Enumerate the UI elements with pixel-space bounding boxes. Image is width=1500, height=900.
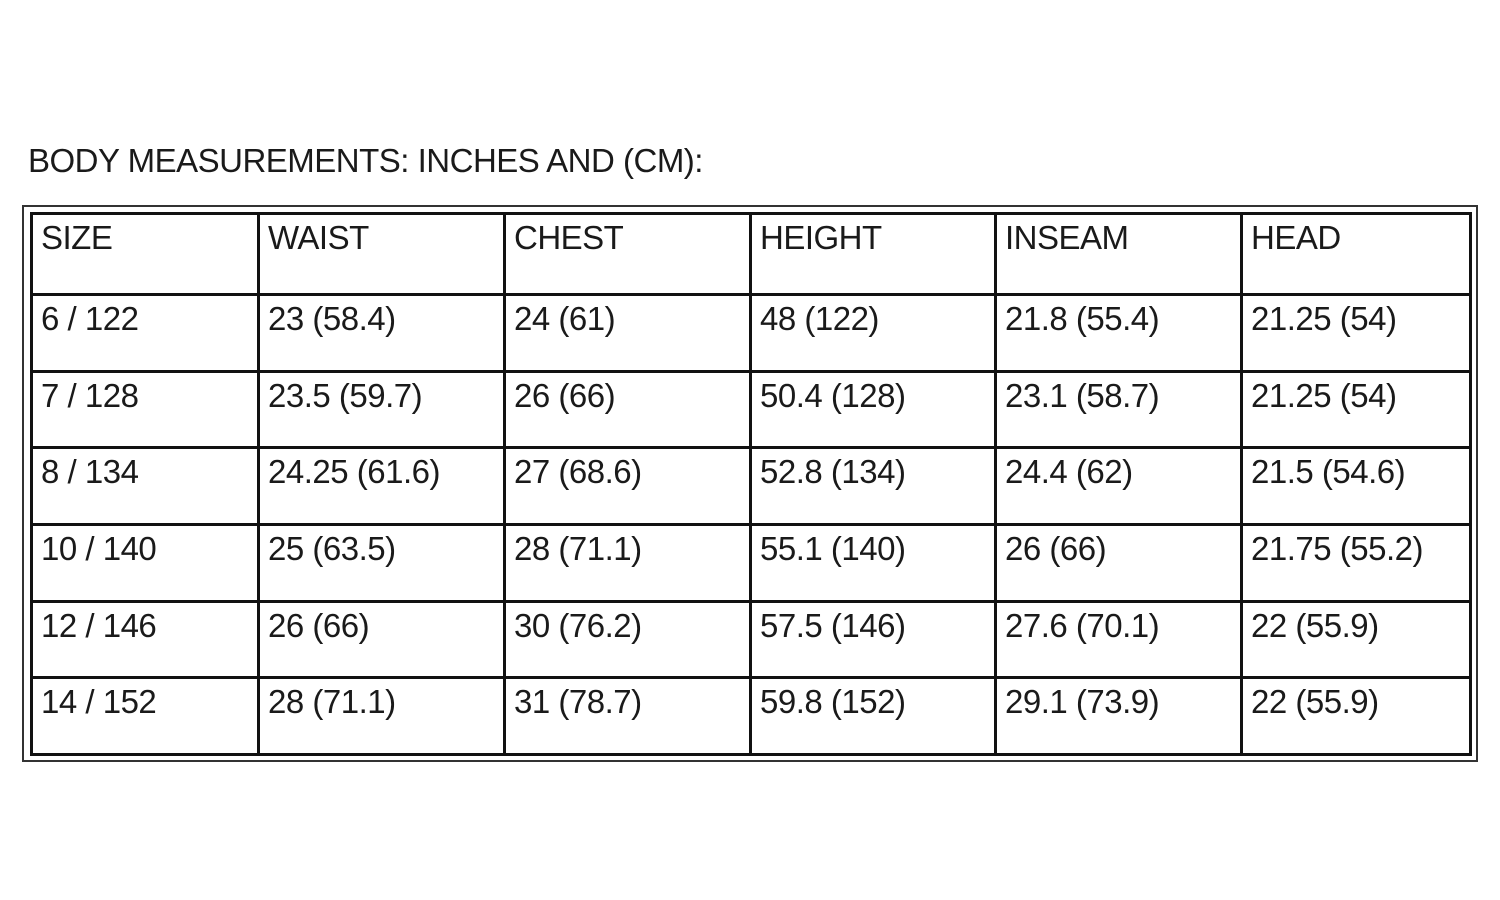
cell: 31 (78.7) — [503, 676, 752, 756]
data-row: 14 / 152 28 (71.1) 31 (78.7) 59.8 (152) 29.1… — [30, 676, 1472, 756]
data-row: 7 / 128 23.5 (59.7) 26 (66) 50.4 (128) 23.1 … — [30, 369, 1472, 450]
cell: 14 / 152 — [30, 676, 260, 756]
cell: 22 (55.9) — [1240, 599, 1472, 680]
cell: 21.8 (55.4) — [994, 293, 1243, 373]
data-row: 6 / 122 23 (58.4) 24 (61) 48 (122) 21.8 (55.… — [30, 293, 1472, 373]
data-row: 10 / 140 25 (63.5) 28 (71.1) 55.1 (140) 26 (… — [30, 522, 1472, 603]
cell: 24.4 (62) — [994, 446, 1243, 526]
cell: 12 / 146 — [30, 599, 260, 680]
cell: 27.6 (70.1) — [994, 599, 1243, 680]
cell: 26 (66) — [257, 599, 506, 680]
cell: 23.1 (58.7) — [994, 369, 1243, 450]
header-cell: HEIGHT — [749, 212, 997, 296]
header-cell: HEAD — [1240, 212, 1472, 296]
data-row: 8 / 134 24.25 (61.6) 27 (68.6) 52.8 (134) 24… — [30, 446, 1472, 526]
cell: 21.25 (54) — [1240, 369, 1472, 450]
cell: 23.5 (59.7) — [257, 369, 506, 450]
header-cell: WAIST — [257, 212, 506, 296]
cell: 26 (66) — [503, 369, 752, 450]
cell: 52.8 (134) — [749, 446, 997, 526]
cell: 27 (68.6) — [503, 446, 752, 526]
table-frame — [22, 205, 1478, 762]
cell: 50.4 (128) — [749, 369, 997, 450]
cell: 21.25 (54) — [1240, 293, 1472, 373]
measurements-table: SIZE WAIST CHEST HEIGHT INSEAM HEAD 6 / 122 23 … — [30, 212, 1472, 756]
cell: 10 / 140 — [30, 522, 260, 603]
cell: 21.5 (54.6) — [1240, 446, 1472, 526]
header-cell: SIZE — [30, 212, 260, 296]
cell: 24 (61) — [503, 293, 752, 373]
cell: 24.25 (61.6) — [257, 446, 506, 526]
cell: 22 (55.9) — [1240, 676, 1472, 756]
cell: 7 / 128 — [30, 369, 260, 450]
cell: 55.1 (140) — [749, 522, 997, 603]
cell: 48 (122) — [749, 293, 997, 373]
data-row: 12 / 146 26 (66) 30 (76.2) 57.5 (146) 27.6 (… — [30, 599, 1472, 680]
cell: 28 (71.1) — [257, 676, 506, 756]
header-cell: CHEST — [503, 212, 752, 296]
cell: 8 / 134 — [30, 446, 260, 526]
cell: 25 (63.5) — [257, 522, 506, 603]
cell: 28 (71.1) — [503, 522, 752, 603]
cell: 57.5 (146) — [749, 599, 997, 680]
cell: 59.8 (152) — [749, 676, 997, 756]
header-row: SIZE WAIST CHEST HEIGHT INSEAM HEAD — [30, 212, 1472, 296]
cell: 23 (58.4) — [257, 293, 506, 373]
title: BODY MEASUREMENTS: INCHES AND (CM): — [28, 142, 703, 179]
cell: 21.75 (55.2) — [1240, 522, 1472, 603]
cell: 30 (76.2) — [503, 599, 752, 680]
header-cell: INSEAM — [994, 212, 1243, 296]
cell: 29.1 (73.9) — [994, 676, 1243, 756]
cell: 6 / 122 — [30, 293, 260, 373]
cell: 26 (66) — [994, 522, 1243, 603]
